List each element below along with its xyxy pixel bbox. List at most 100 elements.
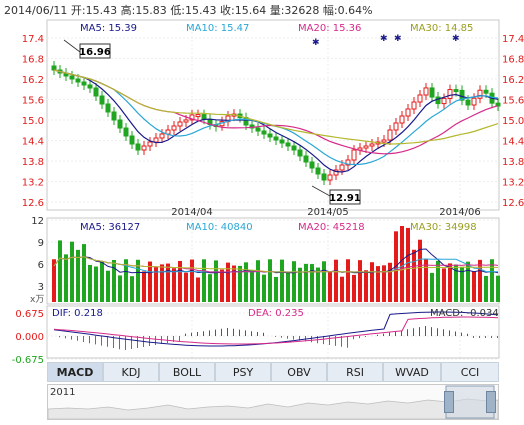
macd-dea-legend: DEA: 0.235: [248, 308, 304, 319]
volume-ma-line: [53, 248, 499, 274]
price-tick-right: 17.4: [502, 34, 524, 45]
price-ma20-legend: MA20: 15.36: [298, 23, 361, 34]
volume-bar: [238, 265, 242, 302]
quote-open: 开:15.43: [70, 4, 118, 17]
tab-obv[interactable]: OBV: [271, 362, 327, 382]
candle: [471, 97, 477, 106]
star-marker: ✱: [380, 34, 388, 44]
price-tick-left: 12.6: [22, 198, 44, 209]
volume-bar: [274, 276, 278, 302]
volume-bar: [376, 266, 380, 302]
star-marker: ✱: [312, 38, 320, 48]
volume-unit: x万: [30, 295, 44, 305]
volume-bar: [100, 261, 104, 302]
candle: [321, 173, 327, 181]
tab-wvad[interactable]: WVAD: [383, 362, 441, 382]
tab-cci[interactable]: CCI: [441, 362, 499, 382]
price-tick-right: 16.2: [502, 75, 524, 86]
candle: [267, 133, 273, 138]
volume-bar: [94, 266, 98, 302]
price-tick-left: 15.0: [22, 116, 44, 127]
tab-kdj[interactable]: KDJ: [103, 362, 159, 382]
volume-bar: [130, 276, 134, 302]
volume-bar: [442, 268, 446, 302]
quote-header: 2014/06/11 开:15.43 高:15.83 低:15.43 收:15.…: [4, 2, 373, 18]
candle: [201, 114, 207, 120]
candle: [417, 94, 423, 103]
volume-bar: [424, 259, 428, 302]
price-tick-right: 15.6: [502, 96, 524, 107]
volume-tick: 12: [31, 216, 44, 227]
candle: [159, 133, 165, 139]
macd-dif-legend: DIF: 0.218: [52, 308, 103, 319]
price-ma-line: [53, 69, 499, 145]
candle: [195, 114, 201, 118]
price-tick-right: 14.4: [502, 137, 524, 148]
date-tick: 2014/04: [171, 207, 213, 218]
volume-bar: [430, 272, 434, 302]
candle: [111, 111, 117, 121]
price-tick-right: 12.6: [502, 198, 524, 209]
volume-bar: [346, 259, 350, 302]
candle: [261, 130, 267, 135]
volume-bar: [64, 254, 68, 302]
volume-tick: 9: [38, 238, 44, 249]
quote-volume: 量:32628: [269, 4, 320, 17]
candle: [309, 161, 315, 169]
tab-psy[interactable]: PSY: [215, 362, 271, 382]
volume-bar: [124, 259, 128, 302]
candle: [93, 87, 99, 97]
volume-bar: [196, 277, 200, 302]
quote-low: 低:15.43: [170, 4, 217, 17]
candle: [153, 137, 159, 143]
quote-date: 2014/06/11: [4, 4, 68, 17]
volume-bar: [418, 239, 422, 302]
volume-bar: [136, 259, 140, 302]
price-tick-left: 16.2: [22, 75, 44, 86]
vol-ma20-legend: MA20: 45218: [298, 222, 365, 233]
candle: [189, 114, 195, 121]
volume-bar: [298, 267, 302, 302]
volume-bar: [154, 267, 158, 302]
candle: [129, 135, 135, 145]
candle: [453, 89, 459, 93]
range-navigator[interactable]: 2011: [47, 384, 499, 420]
candle: [327, 174, 333, 181]
volume-bar: [412, 249, 416, 302]
price-tick-right: 15.0: [502, 116, 524, 127]
candle: [345, 159, 351, 166]
tab-boll[interactable]: BOLL: [159, 362, 215, 382]
volume-bar: [454, 264, 458, 302]
candle: [99, 95, 105, 105]
tab-rsi[interactable]: RSI: [327, 362, 383, 382]
candle: [117, 119, 123, 129]
volume-bar: [214, 260, 218, 302]
high-price-label: 16.96: [79, 47, 111, 58]
candle: [477, 89, 483, 99]
volume-bar: [406, 227, 410, 302]
volume-bar: [250, 270, 254, 302]
candle: [141, 145, 147, 151]
candle: [339, 164, 345, 171]
candle: [369, 143, 375, 147]
volume-bar: [190, 259, 194, 302]
macd-panel: [46, 305, 500, 359]
navigator-handle-left[interactable]: [444, 391, 454, 413]
price-ma-line: [53, 69, 499, 173]
tab-macd[interactable]: MACD: [47, 362, 103, 382]
volume-bar: [232, 265, 236, 302]
volume-bar: [82, 244, 86, 302]
price-tick-left: 15.6: [22, 96, 44, 107]
candle: [177, 121, 183, 127]
price-tick-left: 13.2: [22, 178, 44, 189]
candle: [87, 84, 93, 89]
candle: [405, 108, 411, 117]
volume-bar: [322, 261, 326, 302]
candle: [333, 169, 339, 176]
volume-bar: [142, 271, 146, 302]
macd-tick: 0.675: [15, 309, 44, 320]
price-tick-right: 13.8: [502, 157, 524, 168]
volume-bar: [112, 259, 116, 302]
navigator-handle-right[interactable]: [486, 391, 496, 413]
